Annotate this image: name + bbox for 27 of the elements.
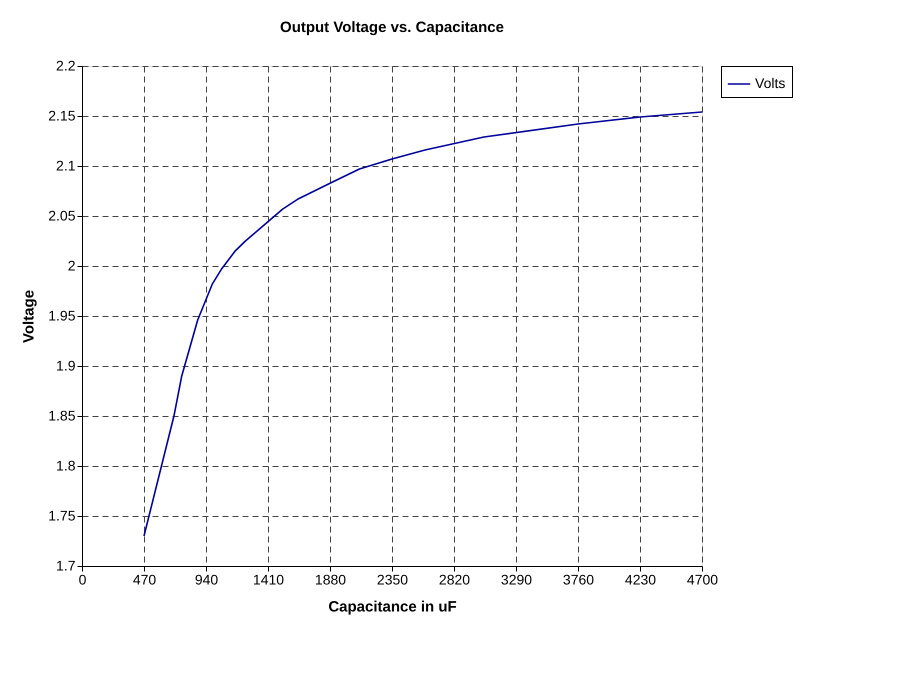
x-tick-label: 1410	[252, 572, 284, 588]
x-tick-label: 3760	[562, 572, 594, 588]
y-tick-label: 1.8	[56, 458, 76, 474]
x-tick-label: 3290	[500, 572, 532, 588]
chart-title: Output Voltage vs. Capacitance	[280, 19, 504, 36]
y-tick-label: 2	[68, 258, 76, 274]
y-tick-label: 2.05	[48, 208, 76, 224]
y-tick-label: 1.75	[48, 508, 76, 524]
y-tick-label: 2.2	[56, 58, 76, 74]
y-axis-title: Voltage	[20, 290, 38, 344]
line-series	[143, 111, 703, 537]
y-tick-label: 1.7	[56, 558, 76, 574]
y-tick-label: 1.95	[48, 308, 76, 324]
x-axis-title: Capacitance in uF	[328, 598, 457, 616]
x-tick-label: 2350	[376, 572, 408, 588]
x-tick-label: 2820	[438, 572, 470, 588]
x-tick-label: 1880	[314, 572, 346, 588]
y-tick-label: 1.85	[48, 408, 76, 424]
x-tick-label: 4700	[686, 572, 718, 588]
y-tick-label: 2.1	[56, 158, 76, 174]
y-tick-label: 2.15	[48, 108, 76, 124]
legend-label: Volts	[755, 75, 786, 91]
x-tick-label: 0	[78, 572, 87, 588]
x-tick-label: 940	[194, 572, 218, 588]
x-tick-label: 4230	[624, 572, 656, 588]
x-tick-label: 470	[132, 572, 156, 588]
y-tick-label: 1.9	[56, 358, 76, 374]
